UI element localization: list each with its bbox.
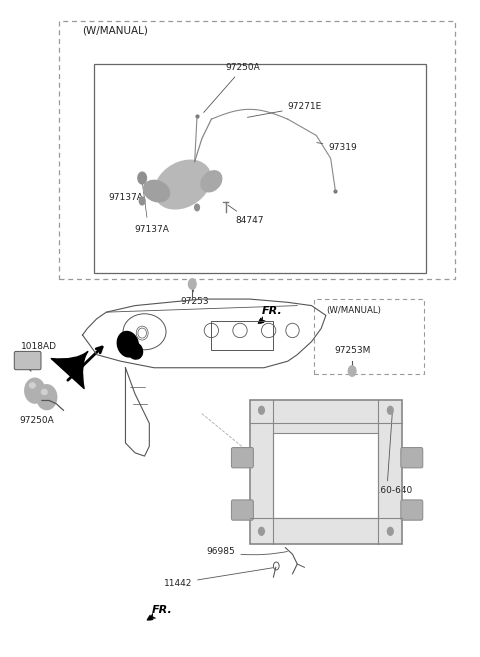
Text: 11442: 11442	[164, 568, 273, 587]
Text: 97250A: 97250A	[204, 63, 261, 112]
Circle shape	[259, 528, 264, 535]
Circle shape	[387, 406, 393, 414]
Circle shape	[138, 172, 146, 184]
Ellipse shape	[201, 171, 222, 192]
Text: (W/MANUAL): (W/MANUAL)	[326, 306, 381, 315]
Text: 84747: 84747	[228, 205, 264, 225]
Text: 1018AD: 1018AD	[21, 342, 57, 351]
Text: 97253M: 97253M	[334, 346, 371, 355]
Text: (W/MANUAL): (W/MANUAL)	[83, 26, 148, 36]
Text: 97250A: 97250A	[20, 416, 54, 424]
Text: FR.: FR.	[152, 605, 172, 615]
Text: 97271E: 97271E	[248, 102, 322, 118]
Circle shape	[259, 406, 264, 414]
Ellipse shape	[25, 378, 45, 403]
Circle shape	[189, 279, 196, 289]
FancyBboxPatch shape	[401, 447, 423, 468]
Circle shape	[195, 204, 199, 211]
Bar	[274, 433, 378, 518]
Text: REF.60-640: REF.60-640	[362, 410, 412, 495]
Bar	[211, 321, 274, 350]
Circle shape	[387, 528, 393, 535]
FancyBboxPatch shape	[401, 500, 423, 520]
FancyBboxPatch shape	[231, 500, 253, 520]
Ellipse shape	[36, 385, 57, 409]
Text: 96985: 96985	[206, 547, 288, 556]
Text: 97253: 97253	[180, 281, 209, 306]
Ellipse shape	[41, 390, 47, 395]
Ellipse shape	[144, 180, 169, 202]
Bar	[250, 401, 402, 545]
Circle shape	[139, 197, 145, 205]
Text: FR.: FR.	[262, 306, 282, 316]
Ellipse shape	[117, 332, 138, 357]
Ellipse shape	[128, 342, 143, 359]
Bar	[250, 401, 402, 545]
Circle shape	[348, 366, 356, 376]
Text: 97137A: 97137A	[109, 193, 144, 202]
Text: 97319: 97319	[317, 143, 357, 152]
Ellipse shape	[155, 160, 211, 209]
FancyBboxPatch shape	[231, 447, 253, 468]
Text: 97137A: 97137A	[134, 225, 169, 234]
Ellipse shape	[30, 383, 35, 388]
FancyBboxPatch shape	[14, 351, 41, 370]
